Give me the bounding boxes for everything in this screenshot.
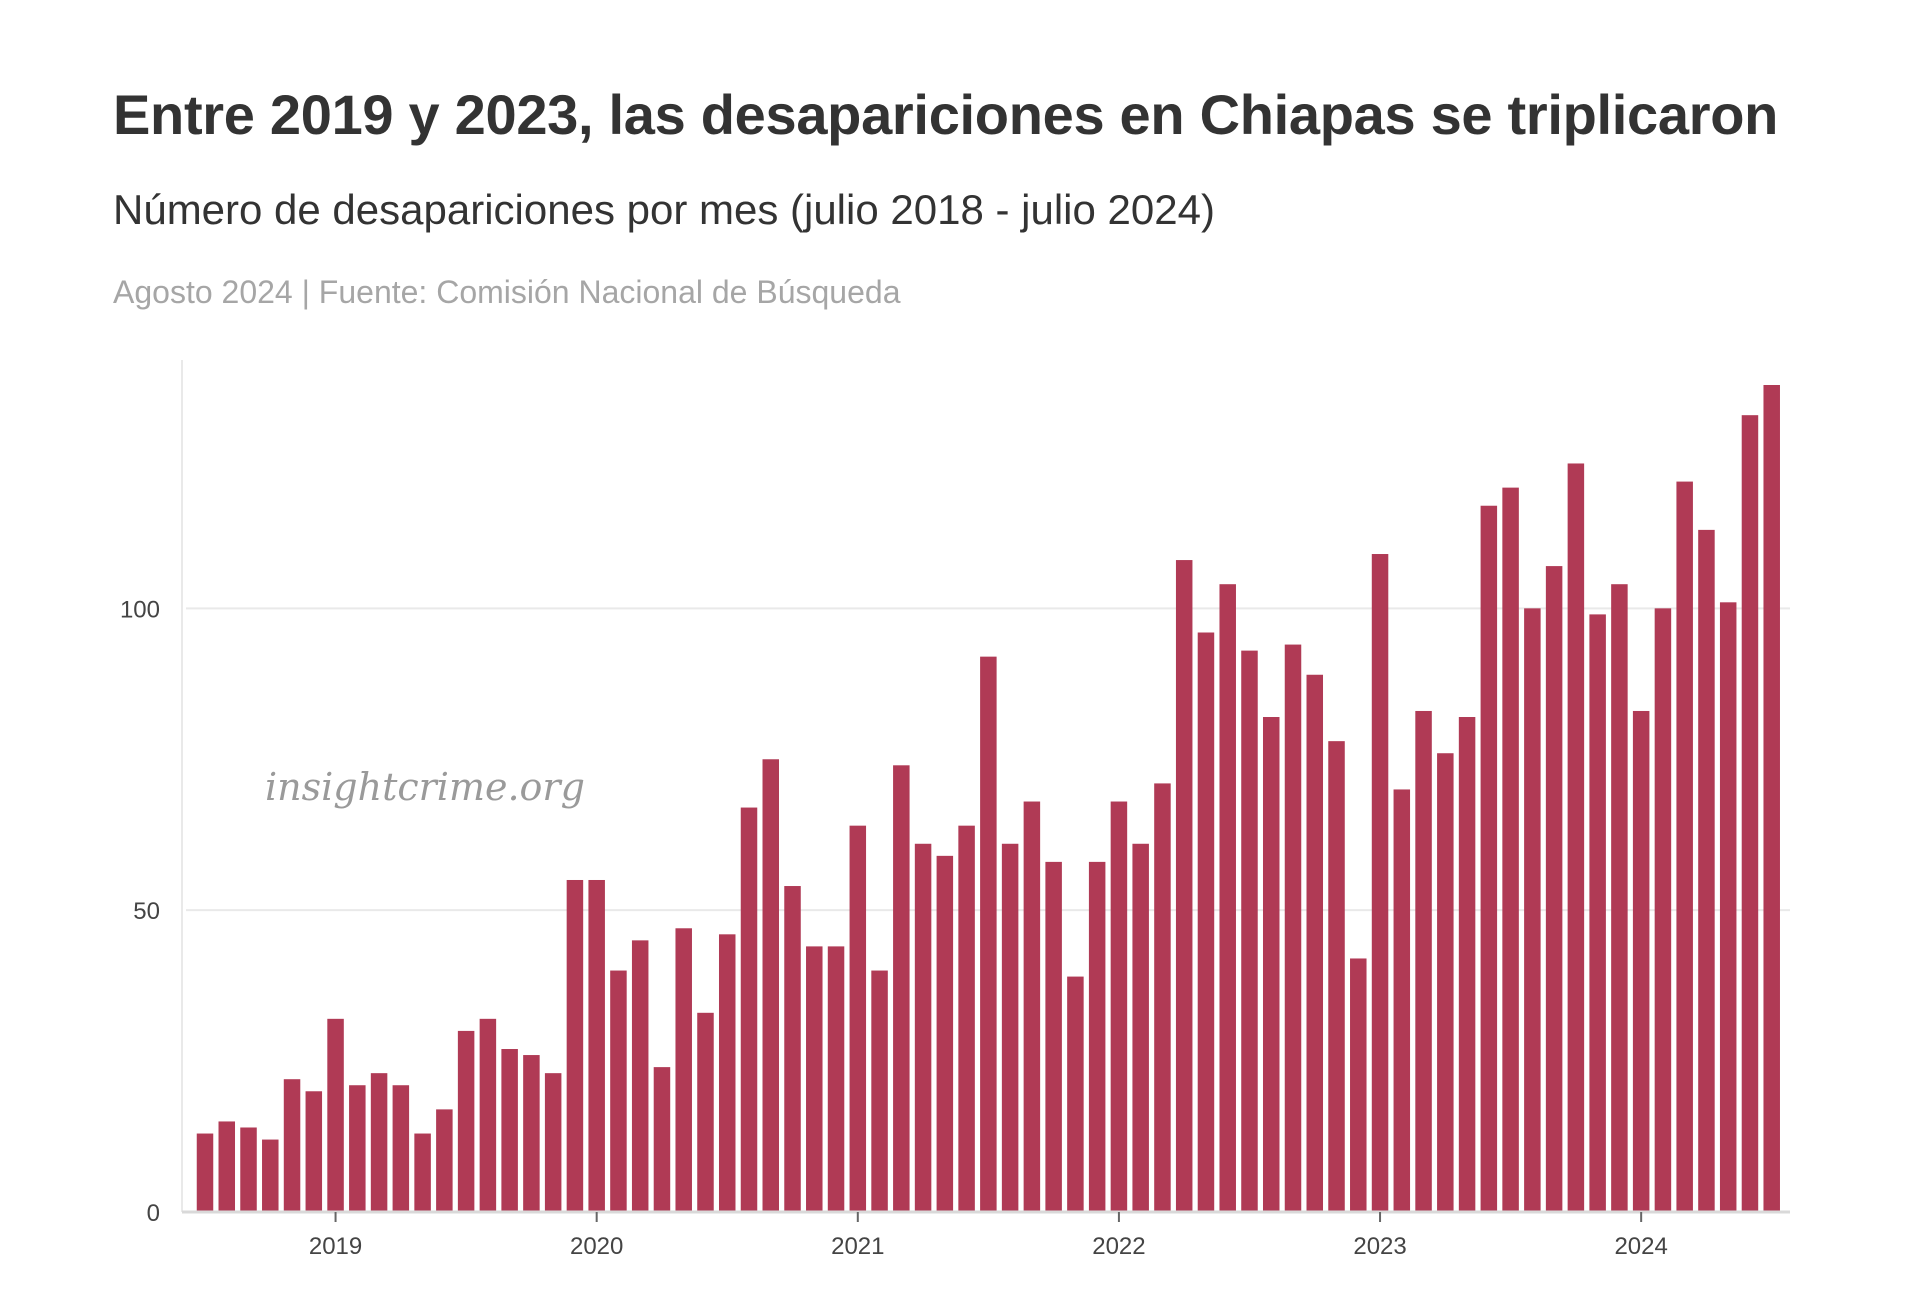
bar xyxy=(1502,487,1519,1212)
bar xyxy=(1611,584,1628,1212)
x-tick-label: 2021 xyxy=(831,1233,884,1260)
bar xyxy=(1241,650,1258,1212)
bar xyxy=(1698,529,1715,1212)
bar xyxy=(196,1133,214,1212)
bar xyxy=(1371,554,1389,1212)
y-tick-label: 0 xyxy=(147,1200,160,1227)
bar xyxy=(631,940,649,1212)
bar xyxy=(479,1018,497,1212)
bar xyxy=(1350,958,1367,1212)
bar xyxy=(240,1127,257,1212)
bar xyxy=(1654,608,1672,1212)
bar xyxy=(1676,481,1693,1213)
bar xyxy=(262,1139,279,1212)
bar xyxy=(806,946,823,1212)
bar xyxy=(893,765,910,1212)
bar xyxy=(1110,801,1128,1212)
bar xyxy=(762,759,780,1212)
bar xyxy=(653,1067,671,1212)
bar xyxy=(305,1091,323,1212)
bar xyxy=(436,1109,453,1212)
bar xyxy=(370,1073,388,1212)
bar xyxy=(1524,608,1541,1212)
y-axis-ticks: 0 50 100 xyxy=(120,596,160,1227)
bar xyxy=(1219,584,1236,1212)
bar xyxy=(1197,632,1215,1212)
bar xyxy=(1719,602,1737,1212)
chart-subtitle: Número de desapariciones por mes (julio … xyxy=(113,186,1215,233)
bar xyxy=(849,825,867,1212)
bar xyxy=(523,1055,540,1212)
bar xyxy=(544,1073,562,1212)
bar xyxy=(980,656,997,1212)
bar xyxy=(936,855,954,1212)
bar xyxy=(501,1049,518,1212)
bar xyxy=(1741,415,1759,1212)
bar xyxy=(588,879,605,1212)
bar xyxy=(610,970,627,1212)
bar xyxy=(1262,717,1280,1212)
bar xyxy=(1437,753,1454,1212)
x-tick-label: 2020 xyxy=(570,1233,623,1260)
bar xyxy=(1545,566,1563,1212)
bar xyxy=(1132,843,1149,1212)
bar xyxy=(1589,614,1606,1212)
x-axis-ticks: 2019 2020 2021 2022 2023 2024 xyxy=(309,1212,1668,1260)
bar xyxy=(283,1079,301,1212)
bar xyxy=(718,934,736,1212)
x-tick-label: 2023 xyxy=(1353,1233,1406,1260)
bar xyxy=(1023,801,1041,1212)
bar xyxy=(871,970,888,1212)
bar xyxy=(1393,789,1411,1212)
bar xyxy=(1480,505,1498,1213)
bar xyxy=(327,1018,344,1212)
y-tick-label: 50 xyxy=(133,898,160,925)
bar xyxy=(1284,644,1302,1212)
bar xyxy=(697,1012,714,1212)
y-tick-label: 100 xyxy=(120,596,160,623)
chart-source-note: Agosto 2024 | Fuente: Comisión Nacional … xyxy=(113,274,901,310)
bars xyxy=(196,385,1780,1213)
bar xyxy=(349,1085,366,1212)
chart-title: Entre 2019 y 2023, las desapariciones en… xyxy=(113,83,1779,146)
bar xyxy=(1306,674,1324,1212)
bar xyxy=(1088,861,1106,1212)
bar xyxy=(1001,843,1019,1212)
bar xyxy=(784,886,801,1212)
bar xyxy=(457,1030,475,1212)
bar xyxy=(1632,710,1650,1212)
x-tick-label: 2019 xyxy=(309,1233,362,1260)
bar xyxy=(1415,710,1432,1212)
bar xyxy=(392,1085,410,1212)
x-tick-label: 2022 xyxy=(1092,1233,1145,1260)
bar xyxy=(566,879,584,1212)
bar xyxy=(1045,861,1062,1212)
bar xyxy=(1567,463,1585,1213)
bar xyxy=(1154,783,1171,1212)
bar xyxy=(675,928,692,1212)
bar xyxy=(827,946,845,1212)
bar xyxy=(1763,385,1780,1212)
bar xyxy=(218,1121,236,1212)
bar xyxy=(914,843,932,1212)
bar xyxy=(1458,717,1476,1212)
bar xyxy=(958,825,975,1212)
bar xyxy=(414,1133,431,1212)
bar xyxy=(1175,560,1193,1212)
bar xyxy=(1328,741,1345,1212)
bar xyxy=(740,807,758,1212)
x-tick-label: 2024 xyxy=(1614,1233,1667,1260)
watermark-text: insightcrime.org xyxy=(265,765,585,809)
bar xyxy=(1067,976,1084,1212)
